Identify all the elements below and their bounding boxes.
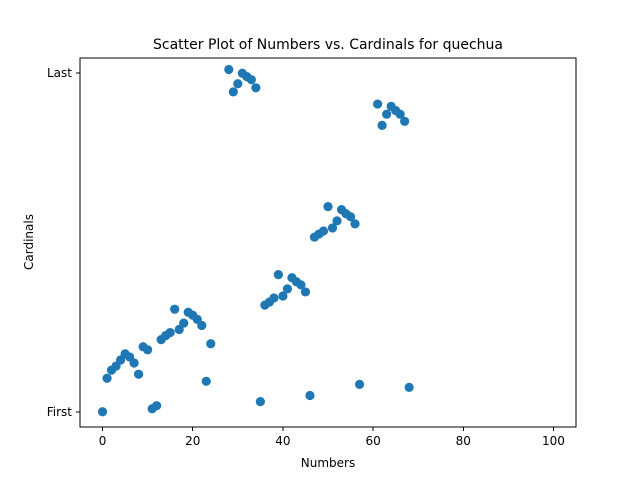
plot-frame [79, 57, 577, 428]
data-point [170, 304, 180, 314]
data-point [273, 270, 283, 280]
x-tick-label: 40 [275, 434, 290, 448]
y-axis-ticks: First Last [47, 66, 80, 419]
data-point [373, 99, 383, 109]
x-tick-label: 60 [365, 434, 380, 448]
data-point [255, 397, 265, 407]
data-point [134, 369, 144, 379]
data-point [354, 379, 365, 389]
data-point [206, 339, 216, 349]
x-tick-label: 0 [99, 434, 107, 448]
data-point [300, 287, 311, 297]
data-point [129, 358, 139, 368]
x-tick-label: 20 [185, 434, 200, 448]
data-point [251, 83, 261, 93]
data-point [296, 280, 306, 290]
y-axis-label: Cardinals [22, 214, 36, 270]
data-point [323, 202, 333, 212]
data-point [278, 291, 288, 301]
data-point [282, 284, 293, 294]
data-point [233, 79, 243, 89]
data-point [345, 212, 356, 222]
data-point [97, 407, 108, 417]
data-point [377, 120, 387, 130]
data-point [201, 376, 211, 386]
data-point [382, 109, 392, 119]
data-point [395, 109, 405, 119]
y-tick-label: First [47, 405, 73, 419]
data-point [269, 293, 279, 303]
data-point [246, 75, 256, 85]
data-point [350, 219, 360, 229]
data-point [404, 382, 414, 392]
data-point [228, 87, 238, 97]
data-point [197, 320, 207, 331]
y-tick-label: Last [47, 66, 72, 80]
data-point [305, 390, 315, 401]
data-point [318, 226, 329, 236]
data-point [332, 216, 342, 226]
data-point [224, 64, 234, 75]
data-point [179, 318, 189, 328]
data-point [400, 116, 410, 126]
x-axis-ticks: 0 20 40 60 80 100 [99, 427, 565, 448]
data-point [174, 324, 184, 335]
chart-title: Scatter Plot of Numbers vs. Cardinals fo… [153, 37, 503, 53]
x-axis-label: Numbers [301, 456, 355, 470]
data-point [152, 401, 162, 411]
x-tick-label: 100 [542, 434, 565, 448]
data-point [327, 223, 338, 233]
data-point [143, 345, 153, 355]
data-point [102, 373, 112, 383]
data-points [97, 64, 414, 417]
data-point [165, 327, 175, 338]
x-tick-label: 80 [456, 434, 471, 448]
